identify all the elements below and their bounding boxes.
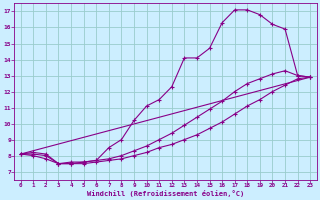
X-axis label: Windchill (Refroidissement éolien,°C): Windchill (Refroidissement éolien,°C) bbox=[87, 190, 244, 197]
